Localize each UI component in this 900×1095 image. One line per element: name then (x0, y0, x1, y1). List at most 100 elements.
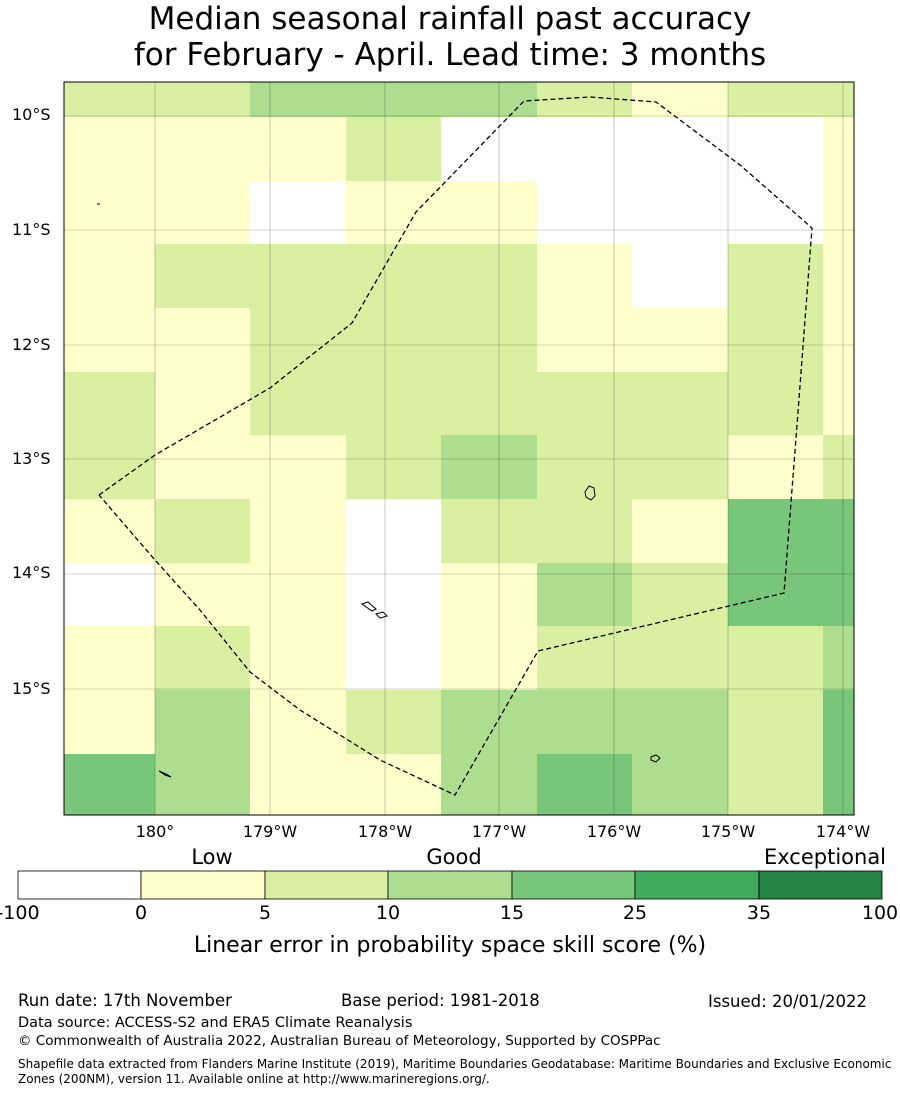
grid-cell (250, 117, 347, 182)
legend-tick: -100 (0, 902, 40, 924)
legend-tick: 5 (258, 902, 272, 924)
grid-cell (64, 626, 156, 691)
grid-cell (155, 181, 251, 245)
lat-label: 15°S (12, 679, 51, 698)
copyright-notice: © Commonwealth of Australia 2022, Austra… (18, 1033, 661, 1049)
grid-cell (823, 690, 855, 755)
grid-cell (346, 626, 442, 691)
lat-label: 14°S (12, 563, 51, 582)
grid-cell (823, 435, 855, 500)
map-title-line-2: for February - April. Lead time: 3 month… (133, 37, 767, 73)
map-frame (63, 81, 855, 816)
grid-cell (346, 499, 442, 564)
grid-cell (632, 82, 729, 118)
grid-cell (823, 499, 855, 564)
grid-cell (728, 690, 824, 755)
lon-label: 177°W (471, 822, 527, 841)
grid-cell (823, 181, 855, 245)
grid-cell (728, 435, 824, 500)
grid-cell (632, 117, 729, 182)
grid-cell (250, 244, 347, 309)
grid-cell (250, 499, 347, 564)
grid-cell (155, 244, 251, 309)
grid-cell (155, 563, 251, 627)
grid-cell (537, 754, 633, 816)
legend-color-box (387, 870, 513, 900)
grid-cell (632, 308, 729, 373)
grid-cell (728, 626, 824, 691)
grid-cell (632, 690, 729, 755)
island-outline (650, 754, 661, 763)
lon-label: 176°W (586, 822, 642, 841)
data-source: Data source: ACCESS-S2 and ERA5 Climate … (18, 1015, 413, 1031)
grid-cell (346, 244, 442, 309)
island-outline (360, 601, 377, 612)
grid-cell (250, 626, 347, 691)
grid-cell (537, 244, 633, 309)
grid-cell (632, 499, 729, 564)
lat-label: 10°S (12, 105, 51, 124)
grid-cell (346, 435, 442, 500)
skill-score-map (63, 81, 855, 816)
lat-label: 12°S (12, 335, 51, 354)
shapefile-credit: Shapefile data extracted from Flanders M… (18, 1057, 892, 1086)
issued-date: Issued: 20/01/2022 (708, 992, 868, 1011)
grid-cell (155, 82, 251, 118)
grid-cell (441, 563, 538, 627)
grid-cell (64, 435, 156, 500)
grid-cell (441, 435, 538, 500)
grid-cell (728, 244, 824, 309)
grid-cell (728, 308, 824, 373)
grid-cell (346, 82, 442, 118)
legend-category-good: Good (426, 845, 482, 869)
lat-label: 13°S (12, 449, 51, 468)
map-grid-cells (64, 82, 855, 816)
grid-cell (441, 82, 538, 118)
lon-label: 180° (135, 822, 175, 841)
grid-cell (823, 117, 855, 182)
grid-cell (346, 563, 442, 627)
legend-category-exceptional: Exceptional (763, 845, 887, 869)
lon-label: 178°W (357, 822, 413, 841)
grid-cell (155, 690, 251, 755)
lon-label: 175°W (700, 822, 756, 841)
grid-cell (155, 372, 251, 436)
grid-cell (632, 563, 729, 627)
grid-cell (155, 117, 251, 182)
grid-cell (346, 754, 442, 816)
grid-cell (64, 308, 156, 373)
eez-boundary-line (98, 96, 813, 796)
grid-cell (441, 690, 538, 755)
grid-cell (155, 435, 251, 500)
grid-cell (441, 626, 538, 691)
grid-cell (155, 308, 251, 373)
island-outline (584, 485, 596, 501)
grid-cell (64, 372, 156, 436)
grid-cell (632, 181, 729, 245)
grid-cell (155, 626, 251, 691)
map-title-line-1: Median seasonal rainfall past accuracy (148, 1, 752, 37)
grid-cell (441, 308, 538, 373)
grid-cell (250, 308, 347, 373)
grid-cell (728, 372, 824, 436)
grid-cell (537, 308, 633, 373)
grid-cell (250, 181, 347, 245)
grid-cell (537, 690, 633, 755)
grid-cell (346, 690, 442, 755)
grid-cell (250, 563, 347, 627)
grid-cell (250, 435, 347, 500)
grid-cell (537, 499, 633, 564)
legend-tick: 10 (375, 902, 401, 924)
grid-cell (64, 690, 156, 755)
grid-cell (728, 754, 824, 816)
legend-title: Linear error in probability space skill … (193, 933, 707, 958)
grid-cell (823, 626, 855, 691)
grid-cell (823, 372, 855, 436)
grid-cell (64, 499, 156, 564)
grid-cell (250, 754, 347, 816)
grid-cell (823, 563, 855, 627)
grid-cell (441, 181, 538, 245)
legend-tick: 35 (746, 902, 772, 924)
grid-cell (728, 117, 824, 182)
grid-cell (155, 754, 251, 816)
